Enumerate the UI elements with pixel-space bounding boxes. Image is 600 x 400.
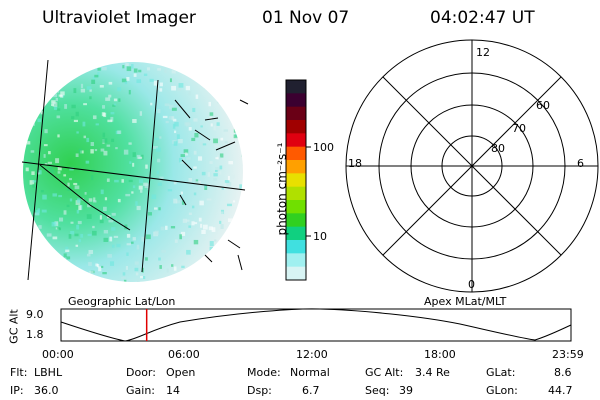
glat-label: GLat: — [486, 366, 516, 379]
colorbar-segment — [286, 173, 306, 188]
mlt-label-12: 12 — [476, 46, 490, 59]
colorbar-segment — [286, 106, 306, 121]
gain-label: Gain: — [126, 384, 155, 397]
colorbar-segment — [286, 146, 306, 161]
gain-value: 14 — [166, 384, 180, 397]
colorbar-segment — [286, 80, 306, 94]
colorbar-segment — [286, 160, 306, 174]
flt-label: Flt: — [10, 366, 28, 379]
colorbar-segment — [286, 226, 306, 241]
dsp-label: Dsp: — [247, 384, 272, 397]
time-label: 04:02:47 UT — [430, 8, 535, 28]
flt-value: LBHL — [34, 366, 63, 379]
dsp-value: 6.7 — [302, 384, 320, 397]
mlat-label-60: 60 — [536, 99, 550, 112]
track-ytick-max: 9.0 — [26, 308, 44, 321]
colorbar-segment — [286, 213, 306, 228]
mlat-label-70: 70 — [512, 122, 526, 135]
mode-label: Mode: — [247, 366, 281, 379]
track-xtick-1: 06:00 — [168, 348, 200, 361]
colorbar-segment — [286, 133, 306, 148]
track-xtick-4: 23:59 — [552, 348, 584, 361]
mlt-label-0: 0 — [468, 278, 475, 291]
colorbar-segment — [286, 240, 306, 254]
gc-alt-value: 3.4 Re — [415, 366, 450, 379]
image-disk — [23, 62, 243, 282]
ip-label: IP: — [10, 384, 24, 397]
glon-label: GLon: — [486, 384, 518, 397]
colorbar-tick-10: 10 — [313, 230, 327, 243]
mode-value: Normal — [290, 366, 330, 379]
track-ytick-min: 1.8 — [26, 328, 44, 341]
mlat-label-80: 80 — [491, 142, 505, 155]
track-left-title: Geographic Lat/Lon — [68, 295, 176, 308]
glon-value: 44.7 — [548, 384, 573, 397]
seq-label: Seq: — [365, 384, 390, 397]
mlt-label-18: 18 — [348, 157, 362, 170]
mlt-label-6: 6 — [577, 157, 584, 170]
colorbar-segment — [286, 120, 306, 134]
gc-alt-label: GC Alt: — [365, 366, 404, 379]
door-label: Door: — [126, 366, 156, 379]
ip-value: 36.0 — [34, 384, 59, 397]
colorbar-segment — [286, 266, 306, 281]
track-xtick-0: 00:00 — [42, 348, 74, 361]
colorbar-segment — [286, 253, 306, 268]
geographic-grid — [21, 59, 249, 281]
seq-value: 39 — [399, 384, 413, 397]
glat-value: 8.6 — [554, 366, 572, 379]
door-value: Open — [166, 366, 196, 379]
date-label: 01 Nov 07 — [262, 8, 350, 28]
colorbar-segment — [286, 186, 306, 201]
instrument-title: Ultraviolet Imager — [42, 8, 196, 28]
colorbar-segment — [286, 200, 306, 214]
track-xtick-2: 12:00 — [296, 348, 328, 361]
track-xtick-3: 18:00 — [424, 348, 456, 361]
colorbar-segment — [286, 93, 306, 108]
colorbar-tick-100: 100 — [313, 141, 334, 154]
track-right-title: Apex MLat/MLT — [424, 295, 507, 308]
